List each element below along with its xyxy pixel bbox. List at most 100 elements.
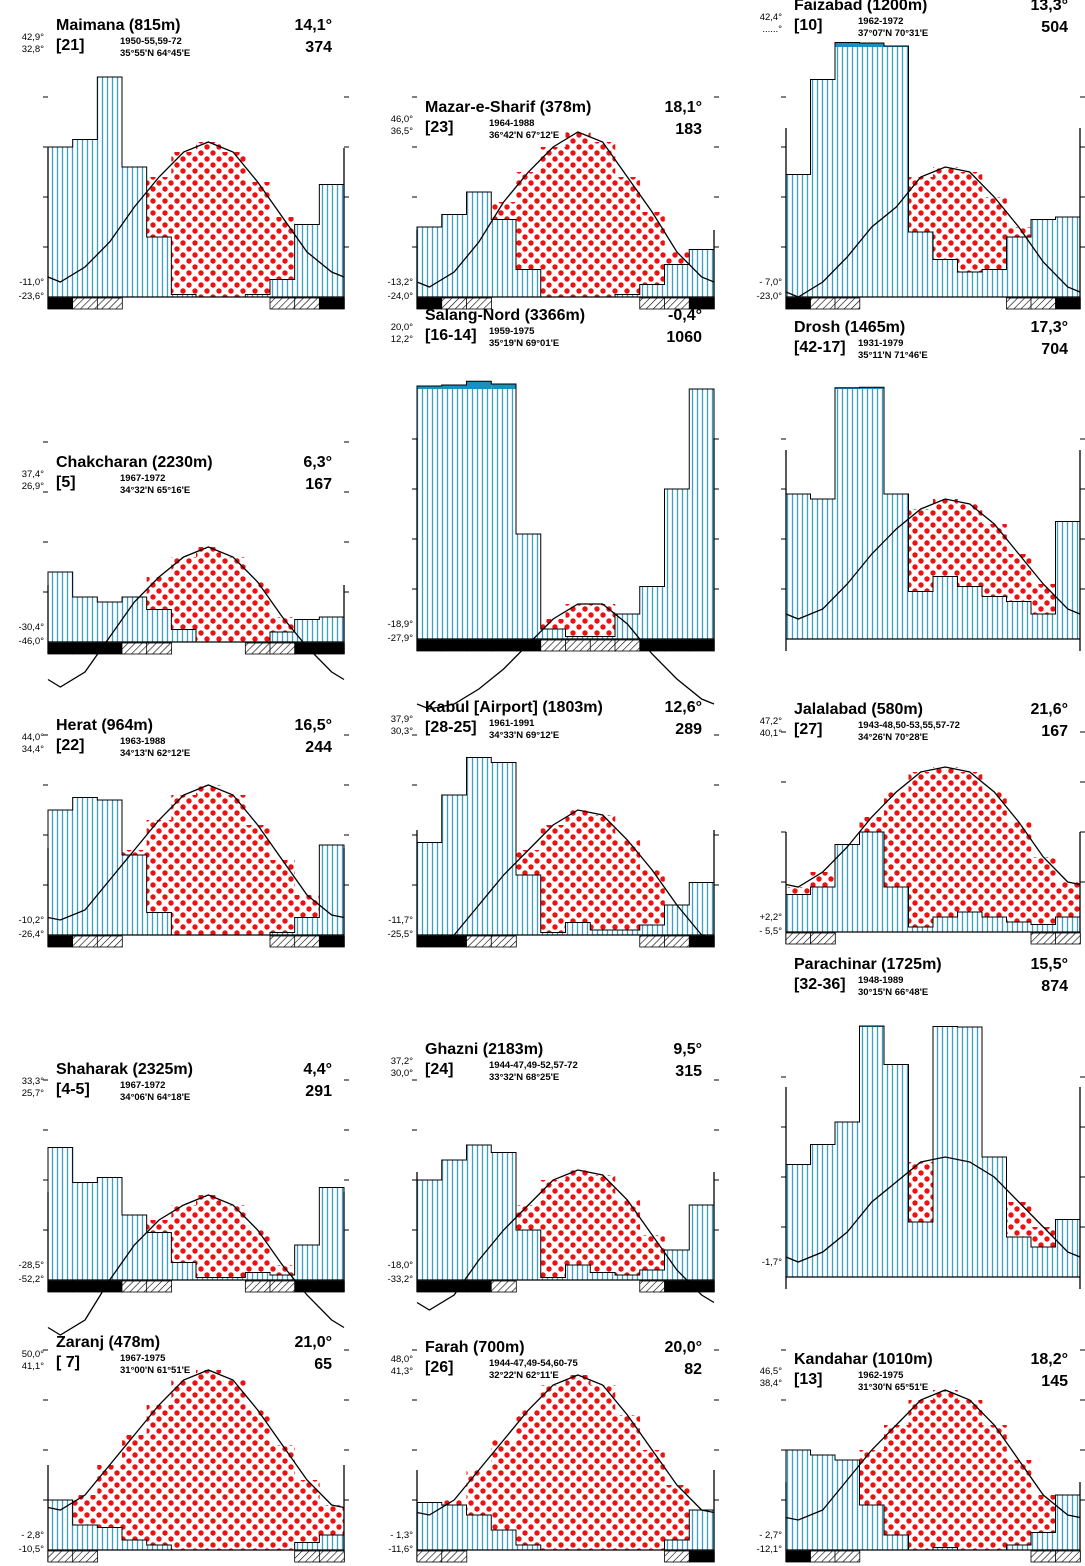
precip-outline [47, 1147, 345, 1280]
precip-bar [884, 1064, 909, 1277]
station-name: Ghazni (2183m) [425, 1041, 543, 1058]
precip-bar [72, 1182, 98, 1280]
station-coordinates: 31°30'N 65°51'E [858, 1382, 928, 1393]
station-coordinates: 34°26'N 70°28'E [858, 732, 928, 743]
dry-period [245, 182, 271, 295]
frost-month [47, 1550, 74, 1563]
frost-month [639, 297, 666, 310]
precip-bar [884, 887, 909, 932]
precip-bar [146, 237, 172, 297]
precip-excess-bar [417, 386, 443, 389]
precip-bar [859, 1505, 885, 1550]
dry-period [565, 132, 591, 297]
dry-period [884, 792, 909, 887]
absolute-max-temp: 20,0° [391, 322, 413, 333]
observation-period: 1944-47,49-54,60-75 [489, 1358, 578, 1369]
precip-bar [565, 1265, 591, 1280]
precip-excess-bar [859, 43, 885, 47]
observation-years: [16-14] [425, 327, 477, 344]
precip-bar [664, 1250, 690, 1280]
dry-period [220, 795, 246, 935]
frost-month [810, 932, 836, 945]
mean-daily-min-temp: -10,2° [19, 915, 45, 926]
station-name: Shaharak (2325m) [56, 1061, 193, 1078]
precip-bar [859, 1026, 885, 1277]
precip-bar [1031, 1532, 1056, 1550]
precip-outline [416, 380, 715, 639]
climate-diagram: Kandahar (1010m) 18,2° [13] 145 1962-197531°… [757, 1349, 1085, 1563]
mean-temperature: 9,5° [673, 1041, 702, 1058]
frost-month [72, 297, 99, 310]
mean-daily-max-temp: 38,4° [760, 1378, 782, 1389]
mean-temperature: 20,0° [664, 1339, 702, 1356]
mean-daily-max-temp: 25,7° [22, 1088, 44, 1099]
dry-period [441, 1500, 467, 1505]
station-coordinates: 33°32'N 68°25'E [489, 1072, 559, 1083]
annual-precipitation: 704 [1041, 341, 1068, 358]
frost-month [515, 639, 542, 652]
station-coordinates: 31°00'N 61°51'E [120, 1365, 190, 1376]
observation-period: 1948-1989 [858, 975, 903, 986]
frost-month [589, 639, 616, 652]
dry-period [908, 1400, 934, 1550]
dry-period [220, 152, 246, 297]
dry-period [615, 840, 641, 930]
precip-bar [835, 1460, 860, 1550]
station-name: Farah (700m) [425, 1339, 525, 1356]
observation-years: [32-36] [794, 976, 846, 993]
dry-period [933, 767, 958, 917]
frost-month [294, 642, 321, 655]
temperature-curve [785, 1156, 1081, 1263]
frost-month [490, 1280, 517, 1293]
dry-period [270, 217, 295, 280]
precip-bar [565, 922, 591, 935]
dry-period [245, 1410, 271, 1550]
mean-temperature: 14,1° [294, 17, 332, 34]
frost-month [688, 1550, 715, 1563]
dry-period [146, 577, 172, 610]
precip-bar [590, 1272, 616, 1280]
frost-month [318, 642, 345, 655]
dry-period [491, 202, 517, 220]
dry-period [294, 895, 320, 918]
station-name: Maimana (815m) [56, 17, 181, 34]
precip-bar [639, 284, 665, 297]
frost-month [416, 1280, 443, 1293]
mean-temperature: 13,3° [1030, 0, 1068, 14]
precip-bar [491, 1152, 517, 1280]
station-name: Jalalabad (580m) [794, 701, 923, 718]
frost-month [565, 639, 591, 652]
dry-period [590, 142, 616, 297]
precip-bar [835, 387, 860, 639]
annual-precipitation: 291 [305, 1083, 332, 1100]
frost-month [540, 639, 567, 652]
dry-period [220, 1380, 246, 1550]
precip-bar [982, 917, 1007, 932]
precip-bar [982, 596, 1007, 639]
precip-bar [72, 597, 98, 642]
precip-bar [1055, 521, 1081, 639]
annual-precipitation: 244 [305, 739, 332, 756]
precip-bar [466, 192, 492, 297]
station-coordinates: 36°42'N 67°12'E [489, 130, 559, 141]
annual-precipitation: 82 [684, 1361, 702, 1378]
dry-period [196, 142, 221, 297]
dry-period [957, 1400, 983, 1550]
dry-period [565, 1375, 591, 1550]
observation-period: 1967-1975 [120, 1353, 166, 1364]
dry-period [908, 177, 934, 232]
absolute-min-temp: -12,1° [757, 1544, 783, 1555]
dry-period [540, 825, 566, 933]
precip-bar [908, 927, 934, 932]
precip-bar [48, 1500, 73, 1550]
observation-period: 1944-47,49-52,57-72 [489, 1060, 578, 1071]
mean-temperature: -0,4° [668, 307, 702, 324]
precip-bar [810, 1144, 836, 1277]
dry-period [171, 152, 197, 295]
frost-month [72, 935, 99, 948]
dry-period [1031, 584, 1056, 614]
dry-period [245, 825, 271, 935]
annual-precipitation: 289 [675, 721, 702, 738]
mean-temperature: 4,4° [303, 1061, 332, 1078]
climate-diagram: Kabul [Airport] (1803m) 12,6° [28-25] 289 19… [388, 699, 719, 948]
